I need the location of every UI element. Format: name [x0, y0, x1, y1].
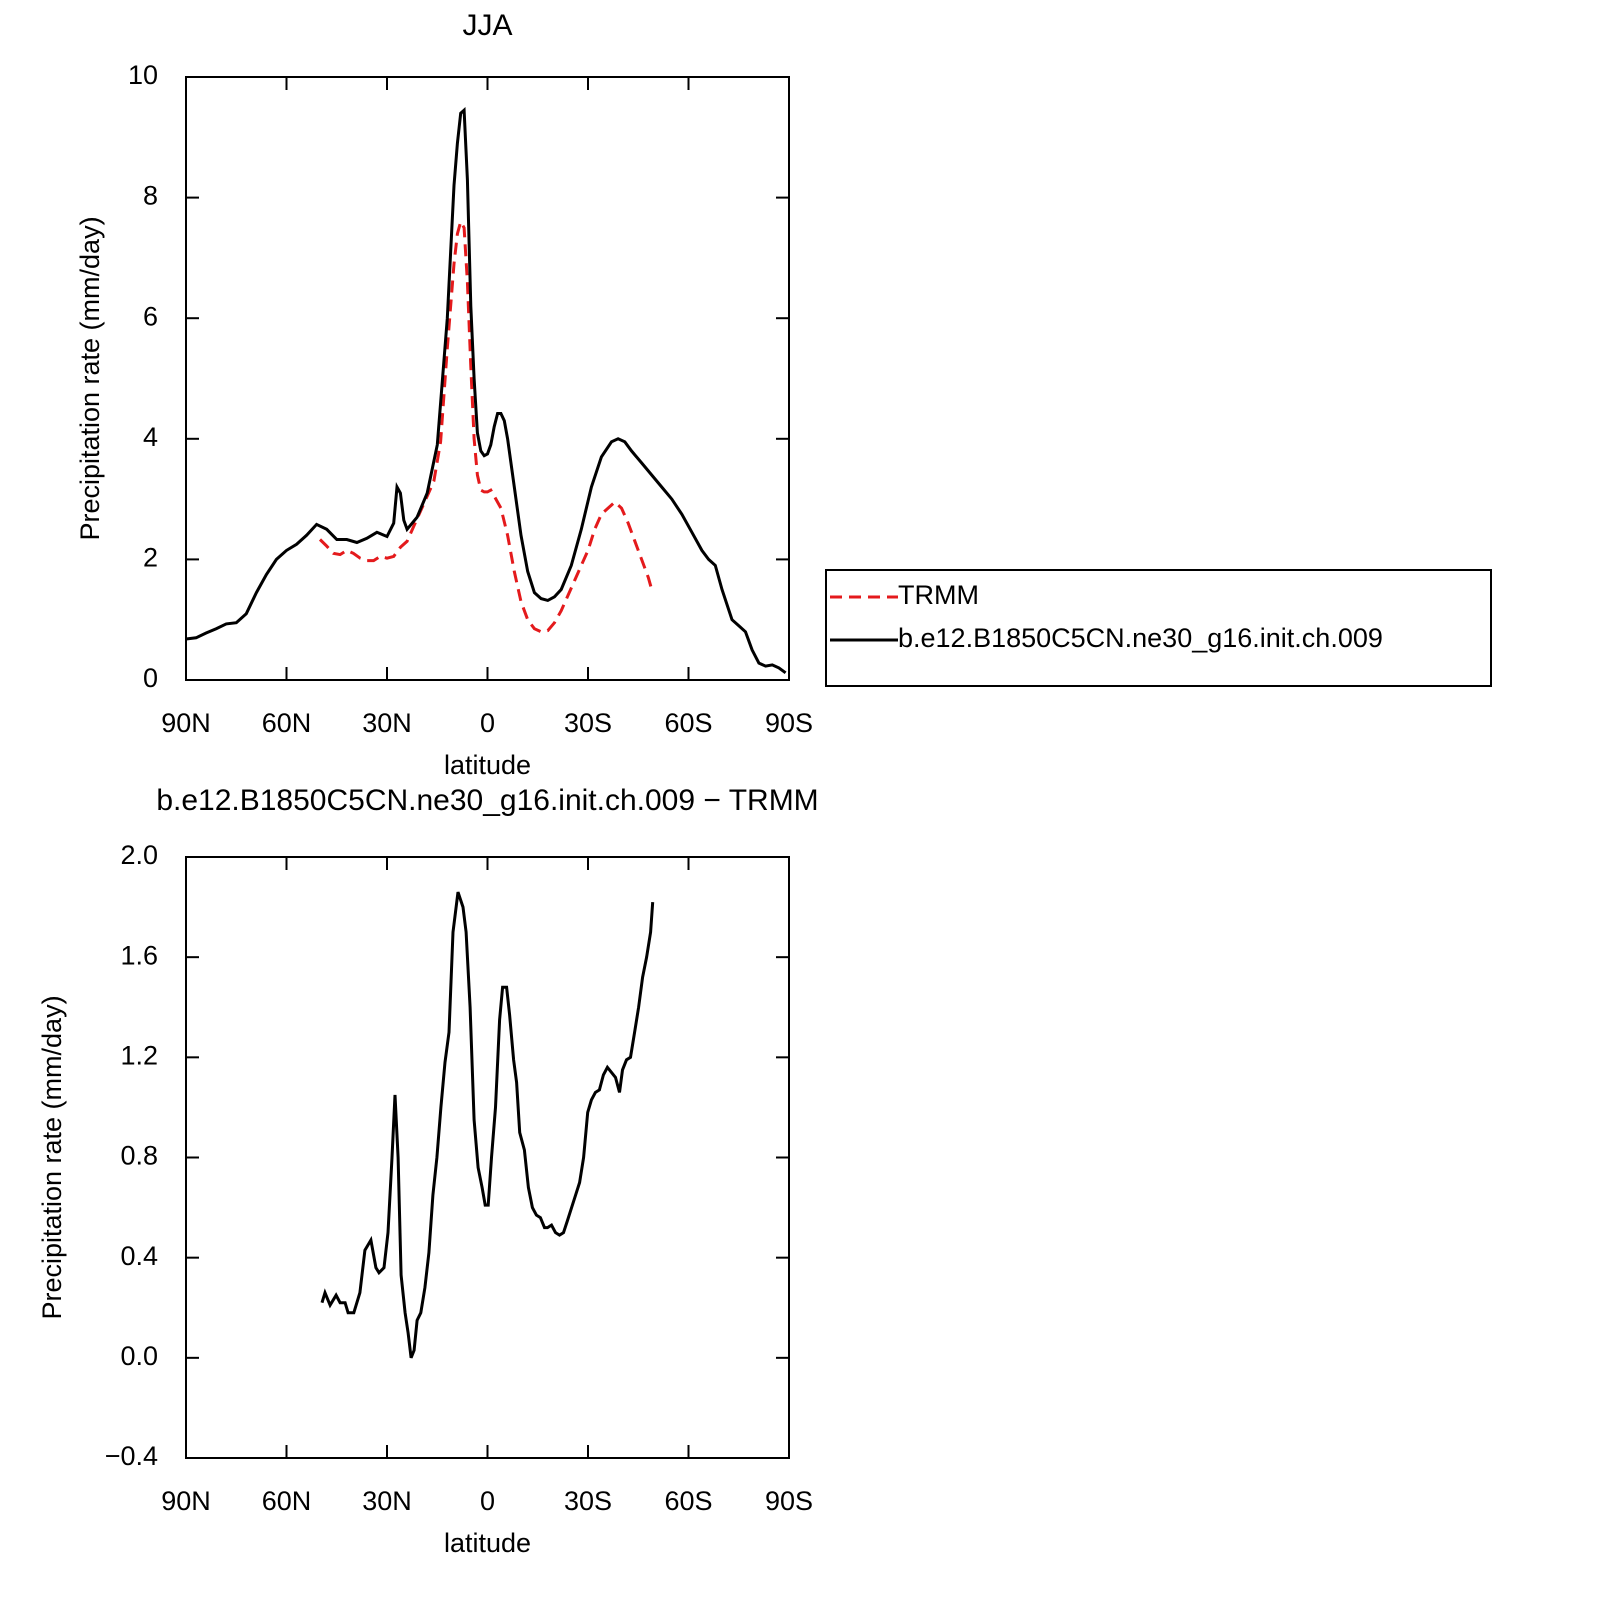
legend-label: b.e12.B1850C5CN.ne30_g16.init.ch.009 [898, 623, 1383, 653]
data-line [320, 891, 655, 1359]
x-tick-label: 90S [765, 708, 813, 738]
chart-title: b.e12.B1850C5CN.ne30_g16.init.ch.009 − T… [156, 784, 818, 817]
data-line [318, 217, 654, 634]
y-tick-label: −0.4 [105, 1441, 158, 1471]
y-tick-label: 8 [143, 181, 158, 211]
y-tick-label: 1.6 [120, 940, 158, 970]
x-tick-label: 60N [262, 1486, 312, 1516]
chart-title: JJA [462, 9, 512, 42]
y-tick-label: 10 [128, 60, 158, 90]
y-tick-label: 1.2 [120, 1040, 158, 1070]
x-tick-label: 30S [564, 708, 612, 738]
plot-frame [185, 76, 790, 681]
y-tick-label: 0.8 [120, 1141, 158, 1171]
x-tick-label: 30N [362, 708, 412, 738]
x-tick-label: 60N [262, 708, 312, 738]
x-tick-label: 30S [564, 1486, 612, 1516]
y-tick-label: 0.4 [120, 1241, 158, 1271]
x-tick-label: 90N [161, 1486, 211, 1516]
plot-frame [185, 856, 790, 1459]
x-axis-label: latitude [444, 750, 531, 780]
y-tick-label: 0.0 [120, 1341, 158, 1371]
y-tick-label: 6 [143, 301, 158, 331]
x-tick-label: 0 [480, 708, 495, 738]
x-tick-label: 60S [664, 1486, 712, 1516]
x-tick-label: 0 [480, 1486, 495, 1516]
y-tick-label: 2 [143, 543, 158, 573]
x-tick-label: 90S [765, 1486, 813, 1516]
y-axis-label: Precipitation rate (mm/day) [75, 216, 105, 540]
y-tick-label: 4 [143, 422, 158, 452]
legend-box [825, 569, 1492, 687]
x-tick-label: 90N [161, 708, 211, 738]
x-tick-label: 30N [362, 1486, 412, 1516]
x-tick-label: 60S [664, 708, 712, 738]
x-axis-label: latitude [444, 1528, 531, 1558]
y-tick-label: 2.0 [120, 840, 158, 870]
data-line [185, 107, 787, 675]
y-tick-label: 0 [143, 663, 158, 693]
legend-label: TRMM [898, 580, 979, 610]
y-axis-label: Precipitation rate (mm/day) [37, 995, 67, 1319]
